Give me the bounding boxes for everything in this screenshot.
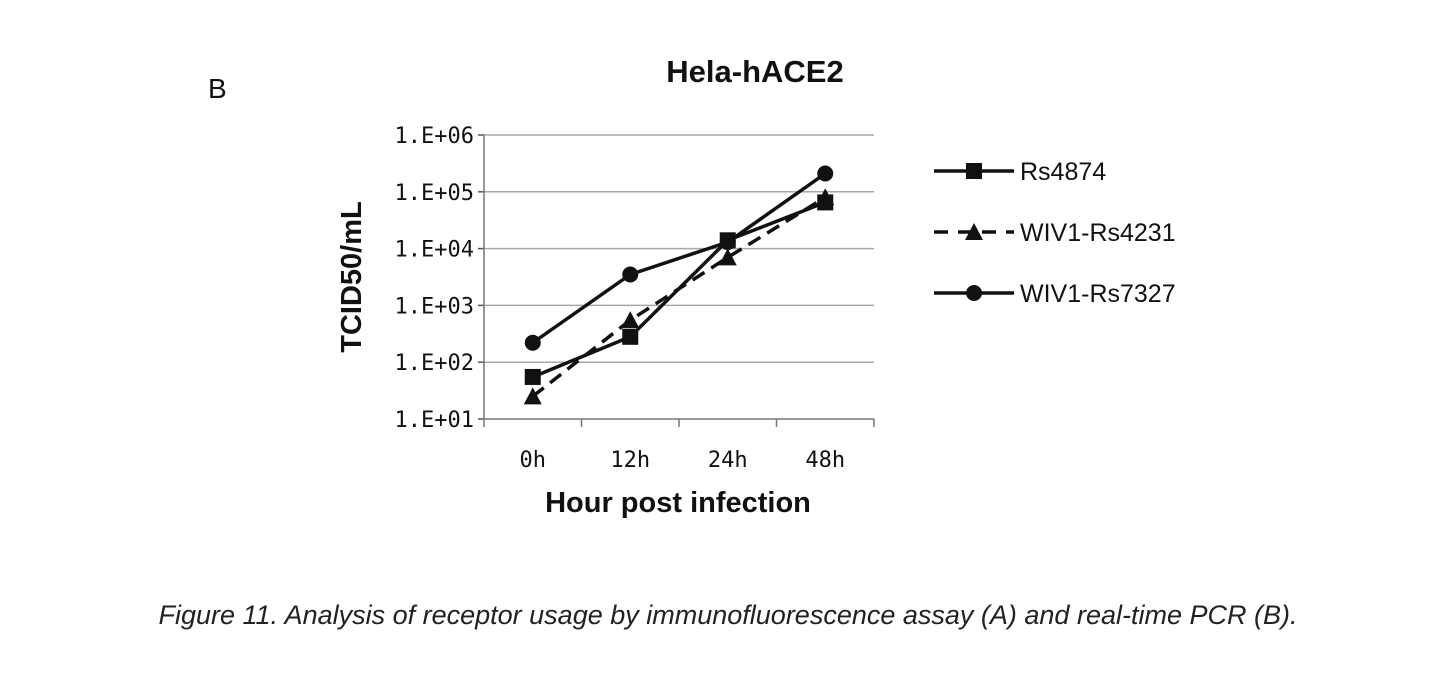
- data-point: [622, 328, 639, 345]
- y-tick-label: 1.E+03: [395, 294, 474, 319]
- legend-marker: [966, 163, 982, 179]
- data-point: [816, 188, 835, 206]
- y-tick-label: 1.E+06: [395, 124, 474, 149]
- data-point: [524, 368, 541, 385]
- legend-item: WIV1-Rs4231: [934, 219, 1176, 247]
- series-group: [523, 165, 835, 405]
- x-tick-label: 24h: [708, 448, 748, 473]
- chart-title: Hela-hACE2: [666, 54, 843, 89]
- y-tick-label: 1.E+05: [395, 181, 474, 206]
- legend-label: WIV1-Rs7327: [1020, 280, 1176, 308]
- legend-label: Rs4874: [1020, 158, 1106, 186]
- legend: Rs4874 WIV1-Rs4231 WIV1-Rs7327: [934, 158, 1176, 308]
- y-tick-label: 1.E+01: [395, 408, 474, 433]
- line-chart: B Hela-hACE2 1.E+011.E+021.E+031.E+041.E…: [208, 54, 1176, 519]
- data-point: [524, 334, 541, 351]
- data-point: [719, 234, 736, 251]
- legend-item: Rs4874: [934, 158, 1106, 186]
- series-line: [531, 172, 827, 345]
- x-tick-label: 0h: [520, 448, 547, 473]
- y-axis-ticks: 1.E+01 1.E+02 1.E+03 1.E+04 1.E+05 1.E+06: [395, 124, 485, 433]
- y-axis-label: TCID50/mL: [336, 201, 368, 352]
- x-tick-label: 48h: [805, 448, 845, 473]
- legend-marker: [966, 285, 982, 301]
- series-line: [531, 195, 827, 398]
- data-point: [523, 387, 542, 405]
- y-tick-label: 1.E+02: [395, 351, 474, 376]
- series-wiv1-rs4231: [523, 188, 835, 405]
- legend-marker: [965, 223, 983, 240]
- legend-label: WIV1-Rs4231: [1020, 219, 1176, 247]
- y-tick-label: 1.E+04: [395, 238, 474, 263]
- series-wiv1-rs7327: [524, 165, 834, 351]
- legend-item: WIV1-Rs7327: [934, 280, 1176, 308]
- panel-label: B: [208, 73, 227, 104]
- data-point: [622, 266, 639, 283]
- data-point: [718, 248, 737, 266]
- gridlines: [484, 134, 874, 363]
- x-axis-ticks: 0h 12h 24h 48h: [483, 418, 875, 473]
- data-point: [621, 311, 640, 329]
- data-point: [817, 165, 834, 182]
- x-axis-label: Hour post infection: [545, 487, 811, 519]
- x-tick-label: 12h: [610, 448, 650, 473]
- figure-caption: Figure 11. Analysis of receptor usage by…: [158, 600, 1298, 630]
